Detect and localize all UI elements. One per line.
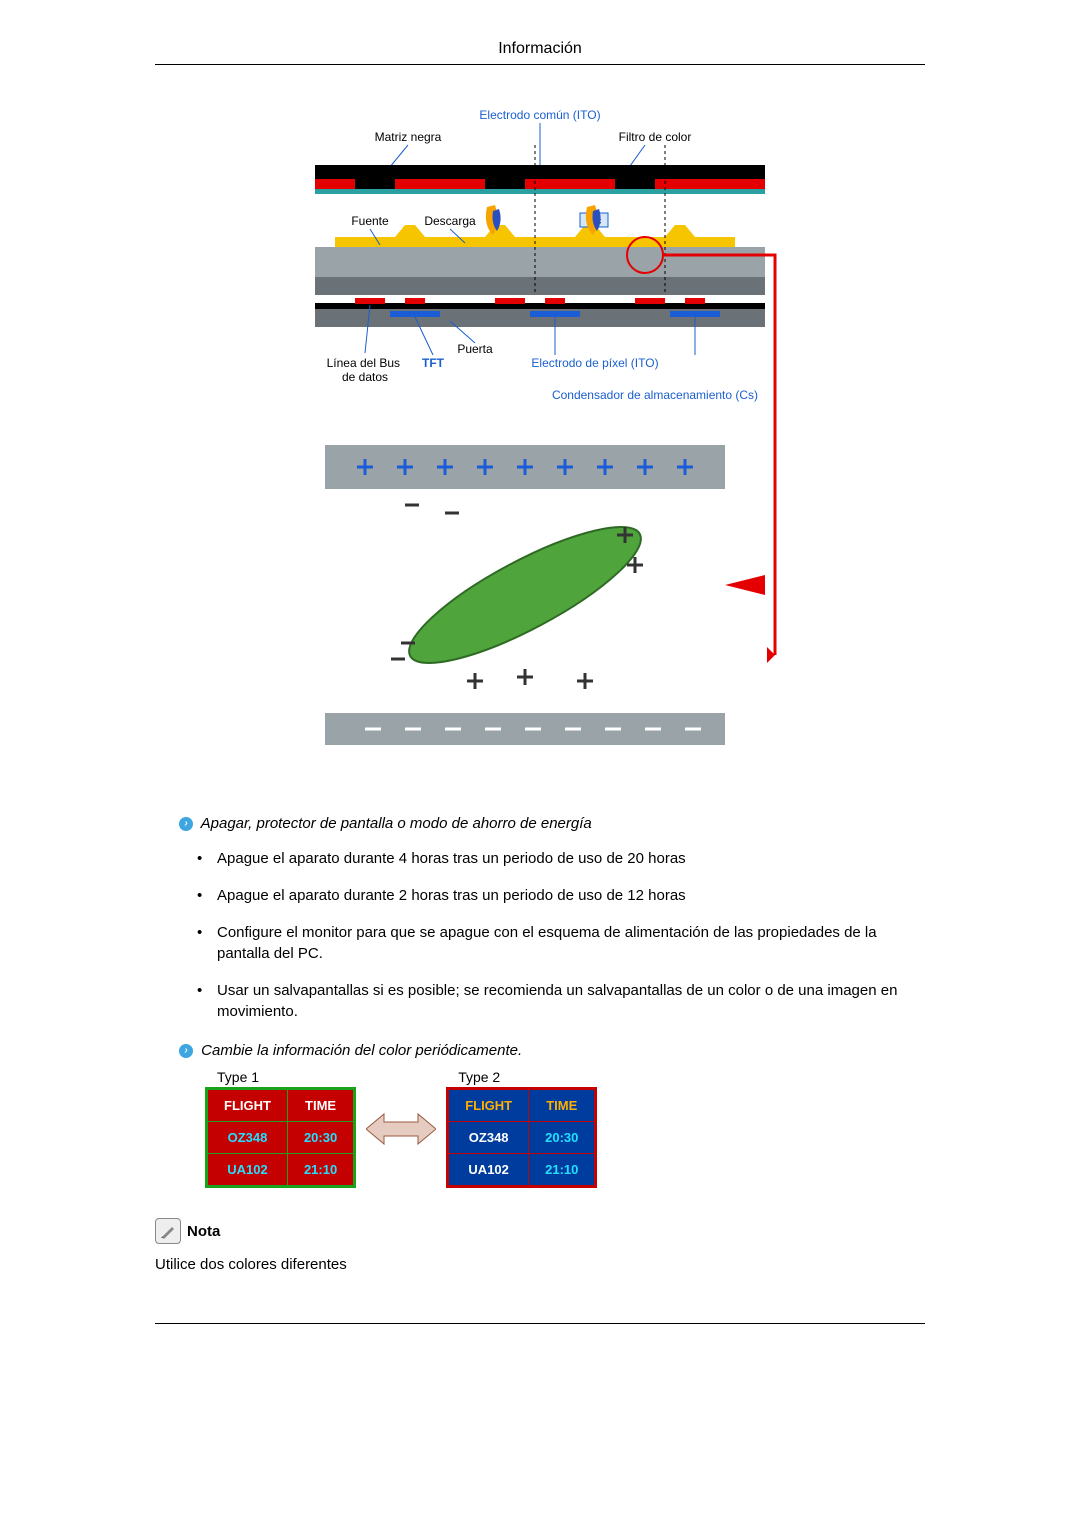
- nota-text: Utilice dos colores diferentes: [155, 1256, 925, 1273]
- th-flight: FLIGHT: [448, 1089, 529, 1122]
- section1-bullets: Apague el aparato durante 4 horas tras u…: [179, 848, 925, 1022]
- th-time: TIME: [529, 1089, 596, 1122]
- table-cell: 21:10: [529, 1154, 596, 1187]
- label-matriz-negra: Matriz negra: [375, 130, 442, 144]
- tft-diagram: Electrodo común (ITO) Matriz negra Filtr…: [155, 105, 925, 765]
- footer-rule: [155, 1323, 925, 1324]
- th-time: TIME: [287, 1089, 354, 1122]
- list-item: Apague el aparato durante 4 horas tras u…: [197, 848, 925, 869]
- label-tft: TFT: [422, 356, 445, 370]
- type1-table: FLIGHT TIME OZ348 20:30 UA102 21:10: [205, 1087, 356, 1188]
- list-item: Usar un salvapantallas si es posible; se…: [197, 980, 925, 1022]
- color-tables: Type 1 FLIGHT TIME OZ348 20:30 UA102 21:…: [205, 1069, 925, 1188]
- list-item: Configure el monitor para que se apague …: [197, 922, 925, 964]
- label-linea-bus: Línea del Bus de datos: [327, 356, 404, 384]
- section1-lead: › Apagar, protector de pantalla o modo d…: [179, 815, 925, 832]
- type1-label: Type 1: [217, 1069, 259, 1085]
- arrow-icon: ›: [179, 817, 193, 831]
- swap-arrow-icon: [366, 1104, 436, 1154]
- nota-label: Nota: [187, 1223, 220, 1240]
- label-condensador: Condensador de almacenamiento (Cs): [552, 388, 758, 402]
- th-flight: FLIGHT: [207, 1089, 288, 1122]
- table-cell: OZ348: [448, 1122, 529, 1154]
- table-cell: 20:30: [529, 1122, 596, 1154]
- label-descarga: Descarga: [424, 214, 476, 228]
- page-title: Información: [155, 40, 925, 65]
- label-filtro-color: Filtro de color: [619, 130, 692, 144]
- label-electrodo-comun: Electrodo común (ITO): [479, 108, 600, 122]
- label-puerta: Puerta: [457, 342, 493, 356]
- table-cell: UA102: [207, 1154, 288, 1187]
- table-cell: 20:30: [287, 1122, 354, 1154]
- type2-table: FLIGHT TIME OZ348 20:30 UA102 21:10: [446, 1087, 597, 1188]
- table-cell: UA102: [448, 1154, 529, 1187]
- note-icon: [155, 1218, 181, 1244]
- type2-label: Type 2: [458, 1069, 500, 1085]
- arrow-icon: ›: [179, 1044, 193, 1058]
- label-fuente: Fuente: [351, 214, 389, 228]
- label-electrodo-pixel: Electrodo de píxel (ITO): [531, 356, 658, 370]
- section2-lead: › Cambie la información del color periód…: [179, 1042, 925, 1059]
- table-cell: 21:10: [287, 1154, 354, 1187]
- nota-row: Nota: [155, 1218, 925, 1244]
- list-item: Apague el aparato durante 2 horas tras u…: [197, 885, 925, 906]
- table-cell: OZ348: [207, 1122, 288, 1154]
